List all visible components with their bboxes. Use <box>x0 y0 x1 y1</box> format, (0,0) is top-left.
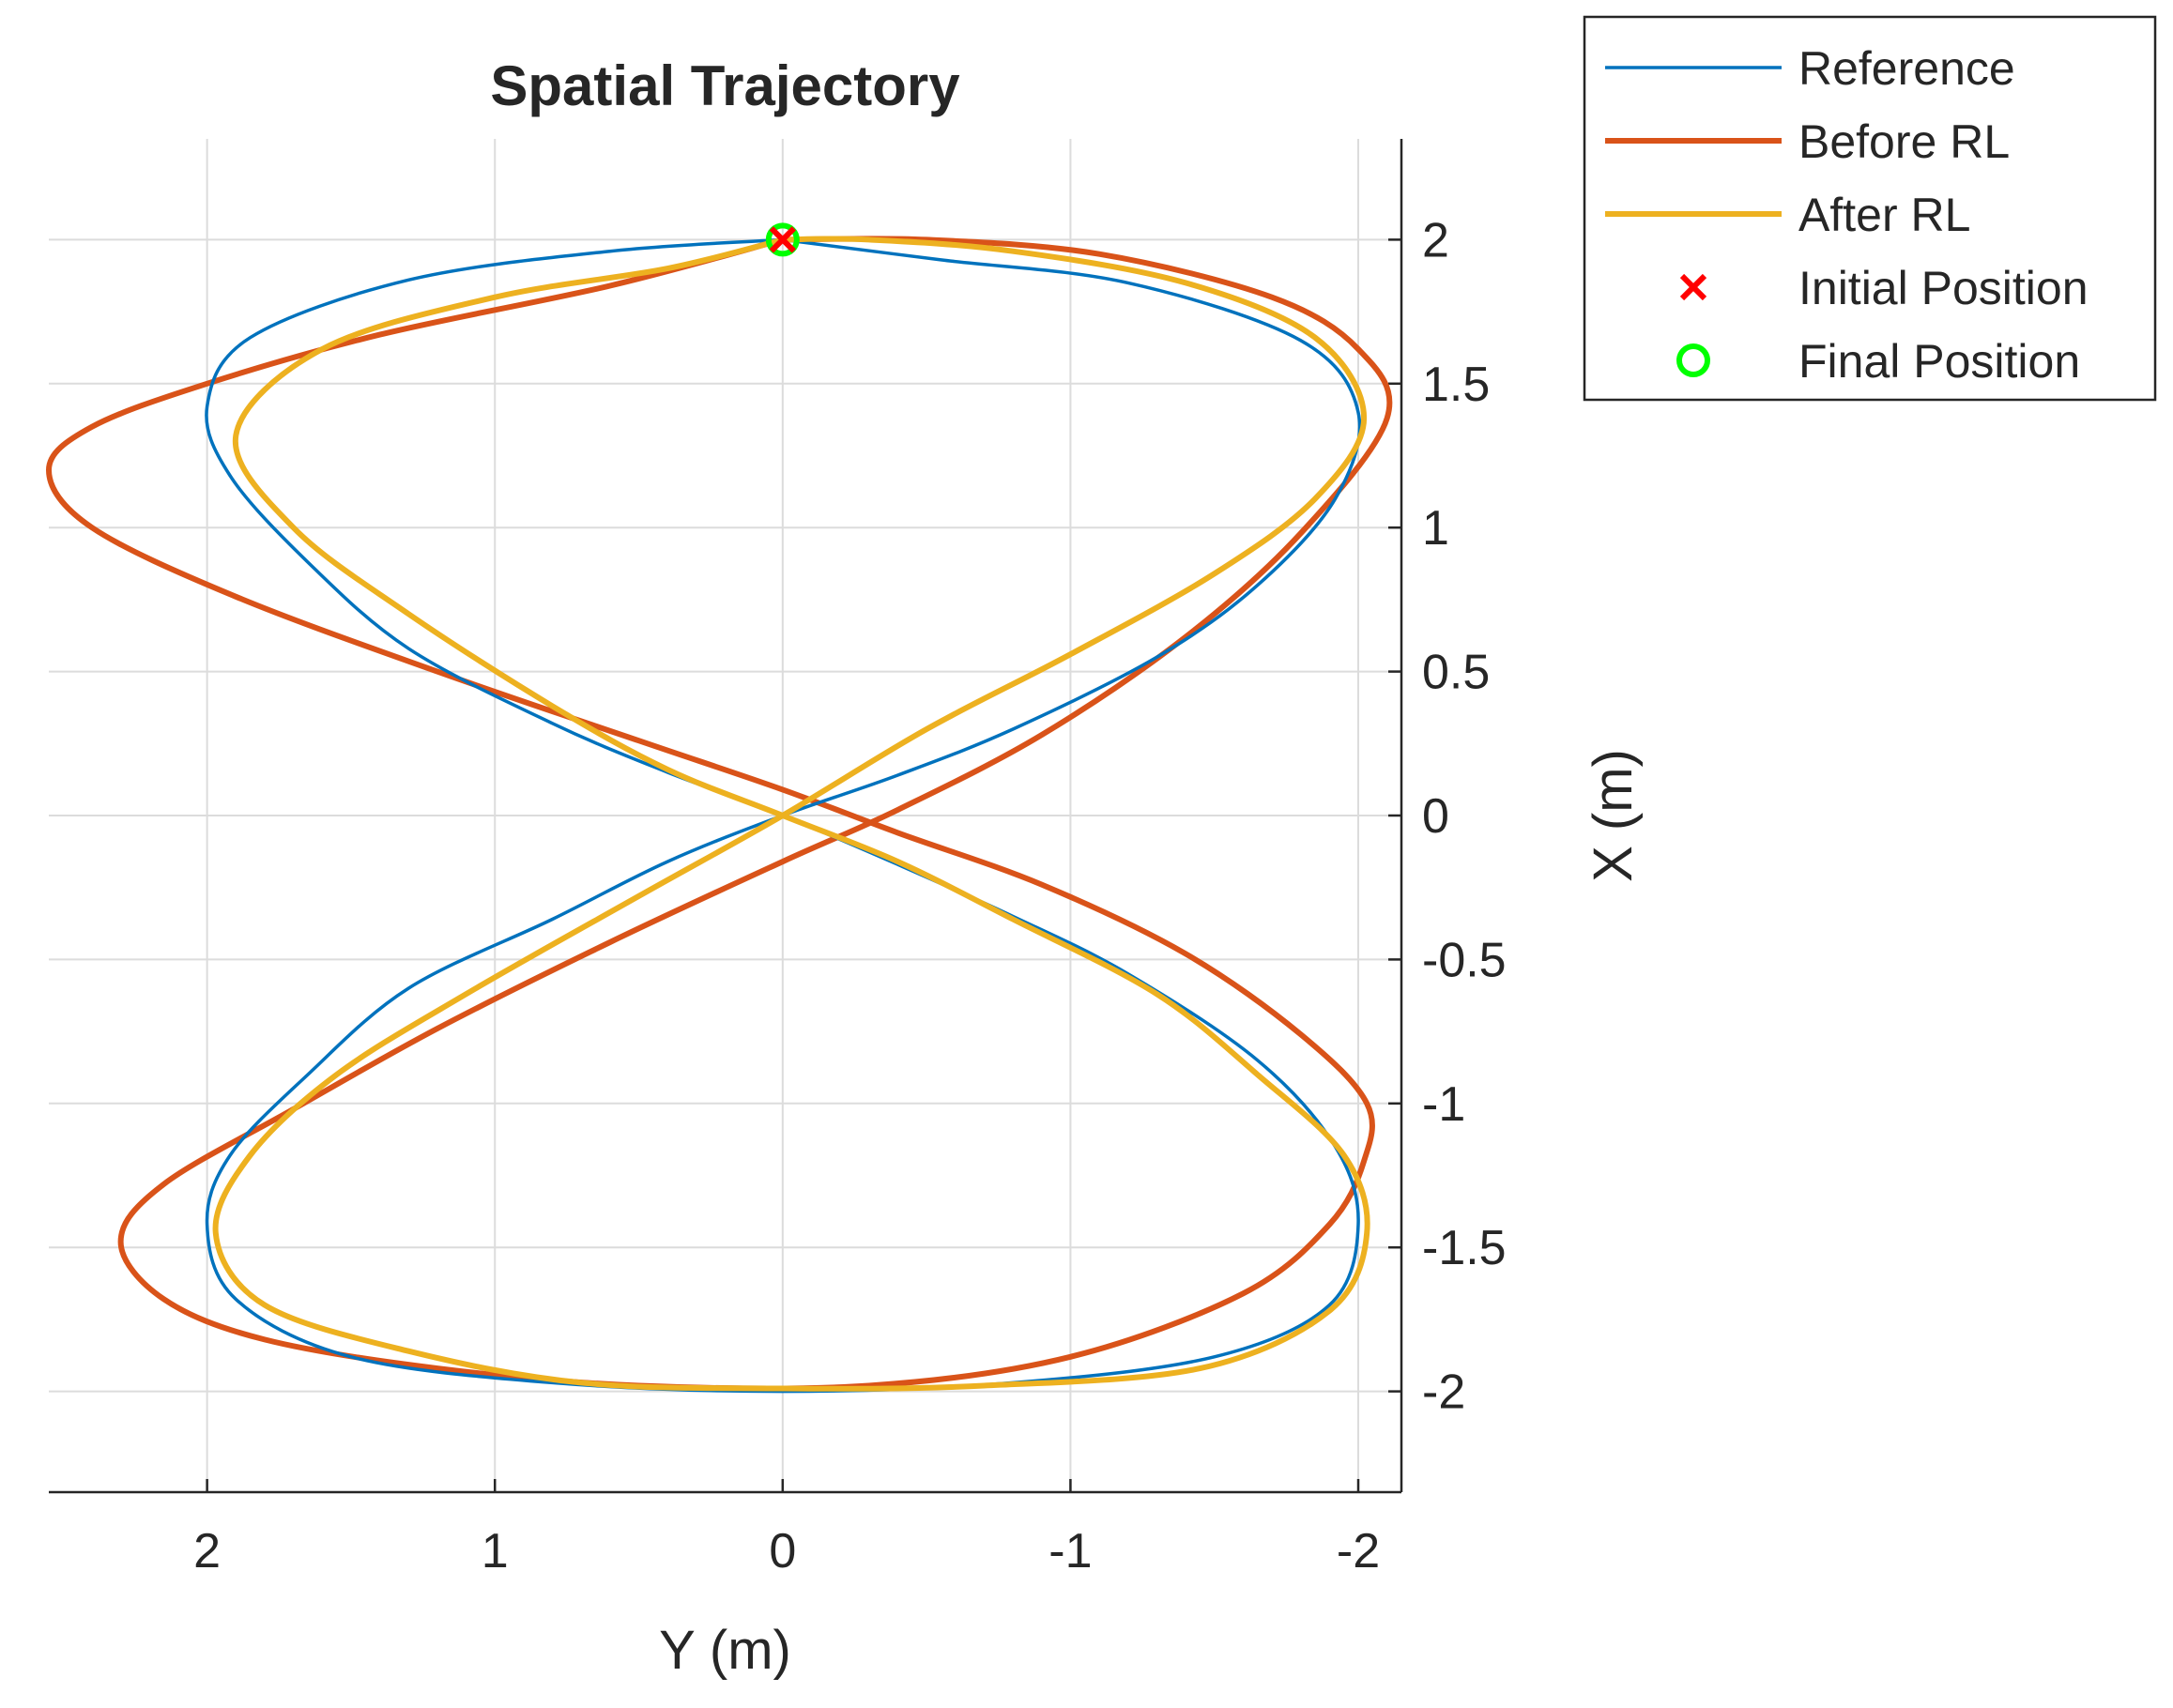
final-position-marker <box>765 222 800 257</box>
x-tick-label: 2 <box>193 1524 221 1578</box>
x-tick-label: 0 <box>769 1524 796 1578</box>
legend-swatch-circle <box>1676 343 1710 377</box>
y-tick-label: 1 <box>1422 501 1449 556</box>
initial-position-marker <box>769 226 796 253</box>
y-tick-label: 0 <box>1422 789 1449 844</box>
x-tick-label: -1 <box>1048 1524 1092 1578</box>
y-axis-label: X (m) <box>1583 749 1644 882</box>
legend-label: Final Position <box>1798 335 2080 388</box>
legend-label: Reference <box>1798 42 2015 95</box>
plot-series <box>46 222 1393 1394</box>
legend-label: Before RL <box>1798 115 2010 168</box>
legend-box <box>1583 15 2157 402</box>
initial-position-marker-stroke <box>769 226 796 253</box>
x-tick-label: 1 <box>482 1524 509 1578</box>
y-tick-label: -1 <box>1422 1077 1465 1132</box>
x-axis-label: Y (m) <box>659 1620 791 1681</box>
legend-label: Initial Position <box>1798 262 2089 314</box>
y-tick-label: 1.5 <box>1422 358 1490 412</box>
legend-item-initial-position: Initial Position <box>1679 262 2089 314</box>
chart-title: Spatial Trajectory <box>490 54 960 117</box>
legend-swatch-x <box>1679 273 1707 301</box>
y-tick-label: 0.5 <box>1422 646 1490 700</box>
y-tick-label: -0.5 <box>1422 933 1507 987</box>
x-ticks: 2 1 0 -1 -2 <box>193 1479 1380 1578</box>
legend-item-reference: Reference <box>1605 42 2015 95</box>
y-tick-label: -1.5 <box>1422 1221 1507 1275</box>
series-line-after-rl <box>212 236 1370 1392</box>
y-ticks: 2 1.5 1 0.5 0 -0.5 -1 -1.5 -2 <box>1388 213 1507 1420</box>
legend-item-before-rl: Before RL <box>1605 115 2010 168</box>
x-tick-label: -2 <box>1337 1524 1380 1578</box>
y-tick-label: 2 <box>1422 213 1449 267</box>
legend: Reference Before RL After RL Initial Positi… <box>1583 15 2157 402</box>
legend-item-final-position: Final Position <box>1676 335 2080 388</box>
series-line-reference <box>205 237 1362 1394</box>
legend-label: After RL <box>1798 189 1970 241</box>
legend-item-after-rl: After RL <box>1605 189 1970 241</box>
y-tick-label: -2 <box>1422 1365 1465 1420</box>
